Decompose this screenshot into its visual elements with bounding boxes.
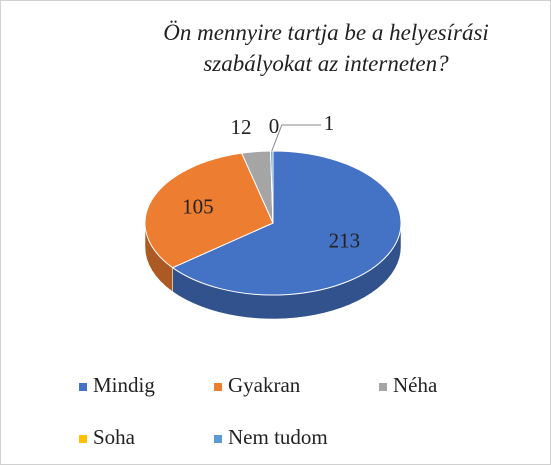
legend-swatch [214,435,222,443]
data-label: 12 [231,115,252,139]
leader-line [271,124,321,152]
legend-label: Soha [93,425,136,449]
data-label: 213 [329,228,361,252]
legend-label: Gyakran [228,373,301,397]
legend-swatch [214,383,222,391]
legend-swatch [379,383,387,391]
slice [270,150,274,224]
legend-label: Néha [393,373,438,397]
legend-swatch [79,383,87,391]
legend-label: Nem tudom [228,425,328,449]
data-label: 0 [269,114,280,138]
slice [171,150,402,296]
slice [144,152,274,269]
data-label: 105 [182,194,214,218]
legend-swatch [79,435,87,443]
legend-label: Mindig [93,373,155,397]
chart-title: Ön mennyire tartja be a helyesírási szab… [163,20,489,76]
data-label: 1 [324,111,335,135]
